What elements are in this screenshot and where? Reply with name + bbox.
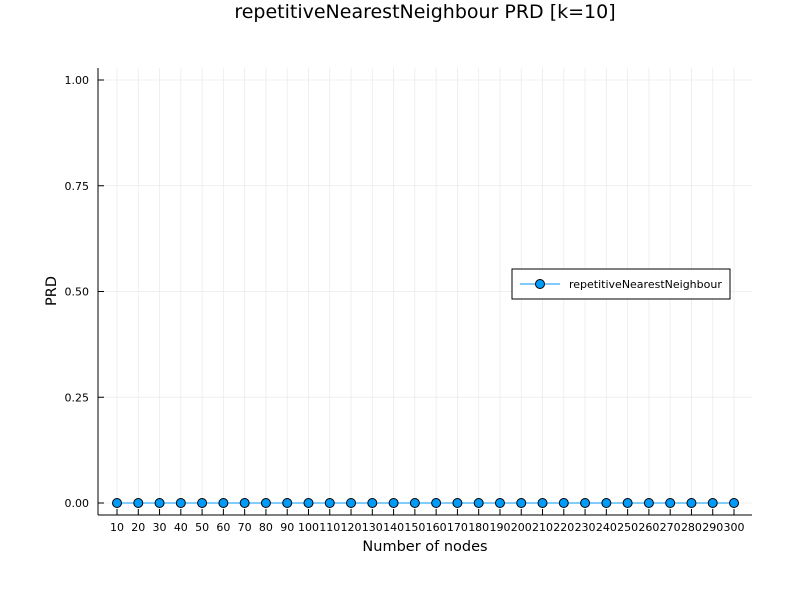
data-point [580,498,591,508]
data-point [133,498,144,508]
x-tick-label: 200 [511,521,532,534]
x-tick-label: 100 [298,521,319,534]
data-point [324,498,335,508]
legend: repetitiveNearestNeighbour [511,268,731,300]
data-point [260,498,271,508]
data-point [558,498,569,508]
x-tick-label: 250 [617,521,638,534]
x-tick-label: 120 [341,521,362,534]
x-tick-label: 190 [489,521,510,534]
x-tick-label: 50 [195,521,209,534]
legend-label: repetitiveNearestNeighbour [569,278,722,291]
data-point [409,498,420,508]
data-point [303,498,314,508]
y-axis-title: PRD [44,276,60,306]
y-tick-label: 0.50 [65,286,90,299]
data-point [112,498,122,508]
data-point [622,498,633,508]
x-tick-label: 60 [216,521,230,534]
data-point [601,498,612,508]
data-point [516,498,527,508]
x-tick-label: 20 [131,521,145,534]
x-tick-label: 90 [280,521,294,534]
x-tick-label: 300 [724,521,745,534]
x-tick-label: 10 [110,521,124,534]
x-tick-label: 270 [660,521,681,534]
x-ticks: 10 20 30 40 50 60 70 80 90 100 110 120 130 140 150 160 1… [110,509,745,534]
x-tick-label: 280 [681,521,702,534]
legend-marker [535,279,545,289]
data-point [175,498,186,508]
x-tick-label: 70 [238,521,252,534]
x-axis-title: Number of nodes [362,539,487,555]
data-point [452,498,463,508]
x-tick-label: 180 [468,521,489,534]
data-point [239,498,250,508]
data-point [367,498,378,508]
x-tick-label: 30 [153,521,167,534]
data-point [643,498,654,508]
y-tick-label: 0.25 [65,391,90,404]
data-point [282,498,293,508]
chart-title: repetitiveNearestNeighbour PRD [k=10] [234,1,615,23]
data-point [707,498,718,508]
y-tick-label: 0.75 [65,180,90,193]
y-tick-label: 1.00 [65,74,90,87]
data-point [686,498,697,508]
x-tick-label: 210 [532,521,553,534]
x-tick-label: 150 [404,521,425,534]
x-tick-label: 40 [174,521,188,534]
x-tick-label: 110 [319,521,340,534]
x-tick-label: 240 [596,521,617,534]
data-point [665,498,676,508]
x-tick-label: 170 [447,521,468,534]
data-point [729,498,739,508]
x-tick-label: 140 [383,521,404,534]
data-point [473,498,484,508]
data-point [494,498,505,508]
x-tick-label: 290 [702,521,723,534]
series-group [112,498,739,508]
data-point [346,498,357,508]
data-point [218,498,229,508]
data-point [431,498,442,508]
x-tick-label: 160 [426,521,447,534]
y-ticks: 0.00 0.25 0.50 0.75 1.00 [65,74,104,510]
x-tick-label: 260 [638,521,659,534]
x-tick-label: 80 [259,521,273,534]
data-point [537,498,548,508]
x-tick-label: 230 [575,521,596,534]
x-tick-label: 220 [553,521,574,534]
data-point [197,498,208,508]
y-tick-label: 0.00 [65,497,90,510]
data-point [388,498,399,508]
data-point [154,498,165,508]
x-tick-label: 130 [362,521,383,534]
